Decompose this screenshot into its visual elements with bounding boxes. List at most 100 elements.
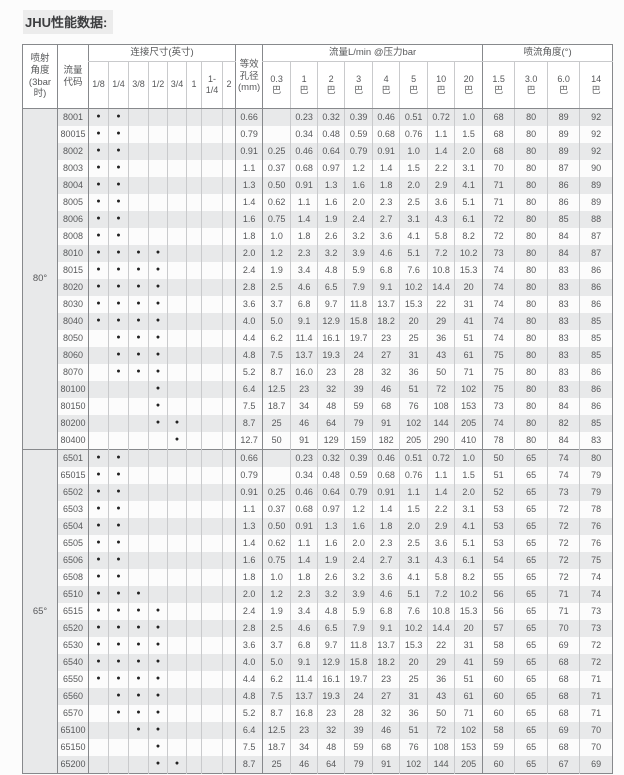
connection-dot-icon: ● [167, 415, 187, 432]
flow-value-cell: 108 [427, 739, 455, 756]
aperture-cell: 7.5 [235, 398, 263, 415]
flow-value-cell: 8.2 [454, 228, 483, 245]
flow-pressure-header: 3 巴 [344, 61, 373, 109]
angle-value-cell: 80 [514, 143, 548, 160]
connection-dot-icon: ● [128, 671, 149, 688]
flow-value-cell: 68 [372, 398, 400, 415]
connection-dot-icon: ● [88, 501, 109, 518]
connection-dot-cell [221, 228, 236, 245]
connection-dot-icon: ● [88, 637, 109, 654]
connection-dot-cell [128, 194, 149, 211]
angle-value-cell: 53 [482, 535, 515, 552]
angle-value-cell: 68 [482, 108, 515, 126]
angle-value-cell: 80 [514, 347, 548, 364]
spray-angle-cell: 80° [22, 108, 58, 450]
flow-value-cell: 50 [427, 705, 455, 722]
aperture-cell: 4.8 [235, 688, 263, 705]
angle-value-cell: 86 [579, 381, 613, 398]
angle-value-cell: 72 [547, 535, 580, 552]
table-row: 6530 ● ● ● ● 3.6 3.7 6.8 9.7 11.8 13.7 15.3 22 31 58 65… [23, 637, 613, 654]
spray-angle-cell: 65° [22, 449, 58, 774]
flow-value-cell: 205 [399, 432, 428, 450]
flow-value-cell: 23 [290, 381, 318, 398]
angle-value-cell: 60 [482, 671, 515, 688]
angle-value-cell: 56 [482, 603, 515, 620]
connection-dot-cell [201, 211, 223, 228]
angle-value-cell: 74 [482, 313, 515, 330]
aperture-cell: 12.7 [235, 432, 263, 450]
angle-value-cell: 65 [514, 654, 548, 671]
aperture-cell: 2.0 [235, 245, 263, 262]
connection-dot-cell [221, 330, 236, 347]
angle-value-cell: 74 [547, 467, 580, 484]
flow-value-cell: 0.72 [427, 108, 455, 126]
table-row: 65015 ● ● 0.79 0.34 0.48 0.59 0.68 0.76 1.1 1.5 51 6… [23, 467, 613, 484]
flow-pressure-header: 20 巴 [454, 61, 483, 109]
connection-dot-cell [186, 637, 202, 654]
flow-value-cell: 6.8 [372, 262, 400, 279]
aperture-cell: 1.3 [235, 177, 263, 194]
connection-dot-cell [167, 381, 187, 398]
connection-dot-cell [221, 518, 236, 535]
connection-dot-cell [167, 603, 187, 620]
angle-value-cell: 65 [514, 688, 548, 705]
flow-value-cell: 1.8 [290, 569, 318, 586]
flow-value-cell: 15.8 [344, 313, 373, 330]
angle-value-cell: 65 [514, 756, 548, 774]
connection-dot-cell [167, 552, 187, 569]
flow-value-cell: 13.7 [372, 296, 400, 313]
angle-value-cell: 69 [547, 637, 580, 654]
flow-value-cell: 1.0 [262, 569, 291, 586]
flow-value-cell: 6.8 [290, 637, 318, 654]
connection-dot-cell [201, 398, 223, 415]
connection-dot-cell [186, 484, 202, 501]
flow-value-cell: 0.34 [290, 467, 318, 484]
flow-value-cell: 159 [344, 432, 373, 450]
flow-value-cell: 25 [262, 415, 291, 432]
flow-code-cell: 6530 [57, 637, 89, 654]
flow-value-cell: 3.2 [344, 228, 373, 245]
angle-value-cell: 92 [579, 108, 613, 126]
connection-dot-cell [221, 671, 236, 688]
page-title: JHU性能数据: [23, 10, 114, 34]
flow-value-cell: 1.4 [372, 160, 400, 177]
angle-value-cell: 89 [579, 177, 613, 194]
connection-dot-icon: ● [88, 160, 109, 177]
flow-value-cell: 19.7 [344, 671, 373, 688]
connection-dot-cell [201, 501, 223, 518]
angle-value-cell: 65 [514, 705, 548, 722]
connection-dot-cell [221, 398, 236, 415]
flow-value-cell: 3.1 [399, 552, 428, 569]
angle-value-cell: 74 [482, 262, 515, 279]
flow-code-cell: 6570 [57, 705, 89, 722]
connection-dot-icon: ● [148, 262, 168, 279]
flow-value-cell: 9.7 [317, 296, 345, 313]
connection-dot-cell [201, 603, 223, 620]
flow-value-cell: 11.8 [344, 637, 373, 654]
connection-dot-cell [148, 449, 168, 467]
angle-value-cell: 68 [482, 126, 515, 143]
connection-dot-icon: ● [88, 313, 109, 330]
connection-dot-icon: ● [128, 705, 149, 722]
flow-value-cell: 3.1 [399, 211, 428, 228]
connection-dot-cell [128, 381, 149, 398]
connection-dot-cell [186, 160, 202, 177]
flow-value-cell: 22 [427, 296, 455, 313]
table-row: 8015 ● ● ● ● 2.4 1.9 3.4 4.8 5.9 6.8 7.6 10.8 15.3 74 8… [23, 262, 613, 279]
connection-dot-cell [201, 160, 223, 177]
connection-dot-icon: ● [88, 654, 109, 671]
connection-dot-cell [88, 381, 109, 398]
connection-dot-cell [167, 228, 187, 245]
connection-dot-cell [186, 364, 202, 381]
flow-code-cell: 6560 [57, 688, 89, 705]
connection-dot-icon: ● [108, 313, 129, 330]
connection-dot-cell [186, 467, 202, 484]
connection-dot-icon: ● [108, 279, 129, 296]
angle-value-cell: 86 [579, 398, 613, 415]
connection-dot-cell [108, 722, 129, 739]
connection-dot-cell [167, 467, 187, 484]
flow-code-cell: 8010 [57, 245, 89, 262]
table-row: 8008 ● ● 1.8 1.0 1.8 2.6 3.2 3.6 4.1 5.8 8.2 72 80 84 8… [23, 228, 613, 245]
connection-dot-cell [186, 654, 202, 671]
flow-value-cell: 13.7 [290, 347, 318, 364]
